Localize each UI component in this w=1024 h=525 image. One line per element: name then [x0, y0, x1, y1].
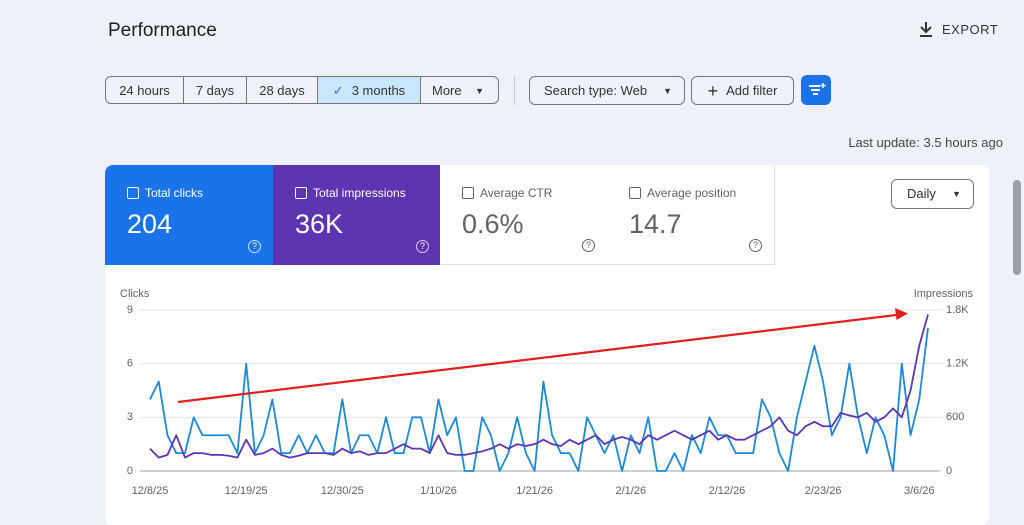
x-tick-label: 2/1/26: [615, 485, 646, 497]
chart: Clicks Impressions 0 3 6 9 0 600 1.2K 1.8K 12/8/…: [120, 288, 974, 497]
metric-card-ctr[interactable]: Average CTR 0.6%?: [440, 165, 608, 265]
metric-card-position[interactable]: Average position 14.7?: [607, 165, 775, 265]
search-type-label: Search type: Web: [544, 83, 648, 98]
metric-label: Total clicks: [145, 186, 204, 200]
range-more[interactable]: More ▼: [420, 76, 499, 104]
separator: [514, 76, 515, 105]
checkbox: [295, 187, 307, 199]
metric-label: Average CTR: [480, 186, 553, 200]
help-icon: ?: [749, 239, 762, 252]
checkbox: [629, 187, 641, 199]
help-icon: ?: [416, 240, 429, 253]
x-tick-label: 12/8/25: [132, 485, 169, 497]
metric-value: 0.6%: [462, 209, 524, 239]
range-24h[interactable]: 24 hours: [105, 76, 184, 104]
help-icon: ?: [582, 239, 595, 252]
add-filter-button[interactable]: + Add filter: [691, 76, 794, 105]
plot: 0 3 6 9 0 600 1.2K 1.8K 12/8/25 12/19/25 12/30/25 1…: [127, 304, 969, 497]
export-button[interactable]: EXPORT: [918, 20, 998, 38]
granularity-label: Daily: [907, 186, 936, 201]
y-tick-label: 6: [127, 358, 133, 370]
range-3m-label: 3 months: [351, 83, 406, 98]
x-tick-label: 12/19/25: [225, 485, 268, 497]
y2-tick-label: 600: [946, 411, 964, 423]
add-filter-label: Add filter: [726, 83, 778, 98]
x-tick-label: 1/10/26: [420, 485, 457, 497]
range-3m[interactable]: ✓ 3 months: [317, 76, 421, 104]
y2-axis-title: Impressions: [914, 288, 974, 300]
scrollbar: [1013, 180, 1021, 275]
help-icon: ?: [248, 240, 261, 253]
x-tick-label: 2/23/26: [805, 485, 842, 497]
y2-tick-label: 1.8K: [946, 304, 969, 316]
y-tick-label: 0: [127, 465, 133, 477]
checkbox: [127, 187, 139, 199]
x-tick-label: 3/6/26: [904, 485, 935, 497]
caret: ▼: [475, 86, 484, 96]
series-line: [149, 327, 929, 472]
metric-value: 14.7: [629, 209, 682, 239]
metric-card-impressions[interactable]: Total impressions 36K?: [273, 165, 441, 265]
y2-tick-label: 1.2K: [946, 358, 969, 370]
metric-value: 36K: [295, 209, 344, 239]
more-label: More: [432, 83, 462, 98]
y-tick-label: 9: [127, 304, 133, 316]
y-axis-title: Clicks: [120, 288, 150, 300]
checkbox: [462, 187, 474, 199]
download-icon: [920, 22, 932, 37]
range-7d[interactable]: 7 days: [183, 76, 247, 104]
plus-icon: +: [707, 81, 719, 101]
search-type-button[interactable]: Search type: Web ▼: [529, 76, 685, 105]
x-tick-label: 2/12/26: [709, 485, 746, 497]
x-tick-label: 1/21/26: [516, 485, 553, 497]
export-label: EXPORT: [942, 22, 999, 37]
caret: ▼: [952, 189, 961, 199]
filter-icon-button[interactable]: [801, 75, 831, 105]
check-icon: ✓: [332, 83, 344, 98]
series-line: [149, 314, 929, 459]
granularity-button[interactable]: Daily ▼: [891, 179, 974, 209]
last-update: Last update: 3.5 hours ago: [848, 135, 1003, 150]
page-body: Performance EXPORT 24 hours 7 days 28 da…: [105, 20, 1021, 525]
caret: ▼: [663, 86, 672, 96]
y2-tick-label: 0: [946, 465, 952, 477]
x-tick-label: 12/30/25: [321, 485, 364, 497]
metric-label: Total impressions: [313, 186, 406, 200]
metric-label: Average position: [647, 186, 737, 200]
page-title: Performance: [108, 20, 217, 41]
page: {"header": {"title": "Performance", "exp…: [105, 20, 1021, 525]
metric-value: 204: [127, 209, 173, 239]
metric-card-clicks[interactable]: Total clicks 204?: [105, 165, 273, 265]
y-tick-label: 3: [127, 411, 133, 423]
trend-arrow: [177, 308, 908, 404]
filter-icon: [809, 83, 826, 95]
